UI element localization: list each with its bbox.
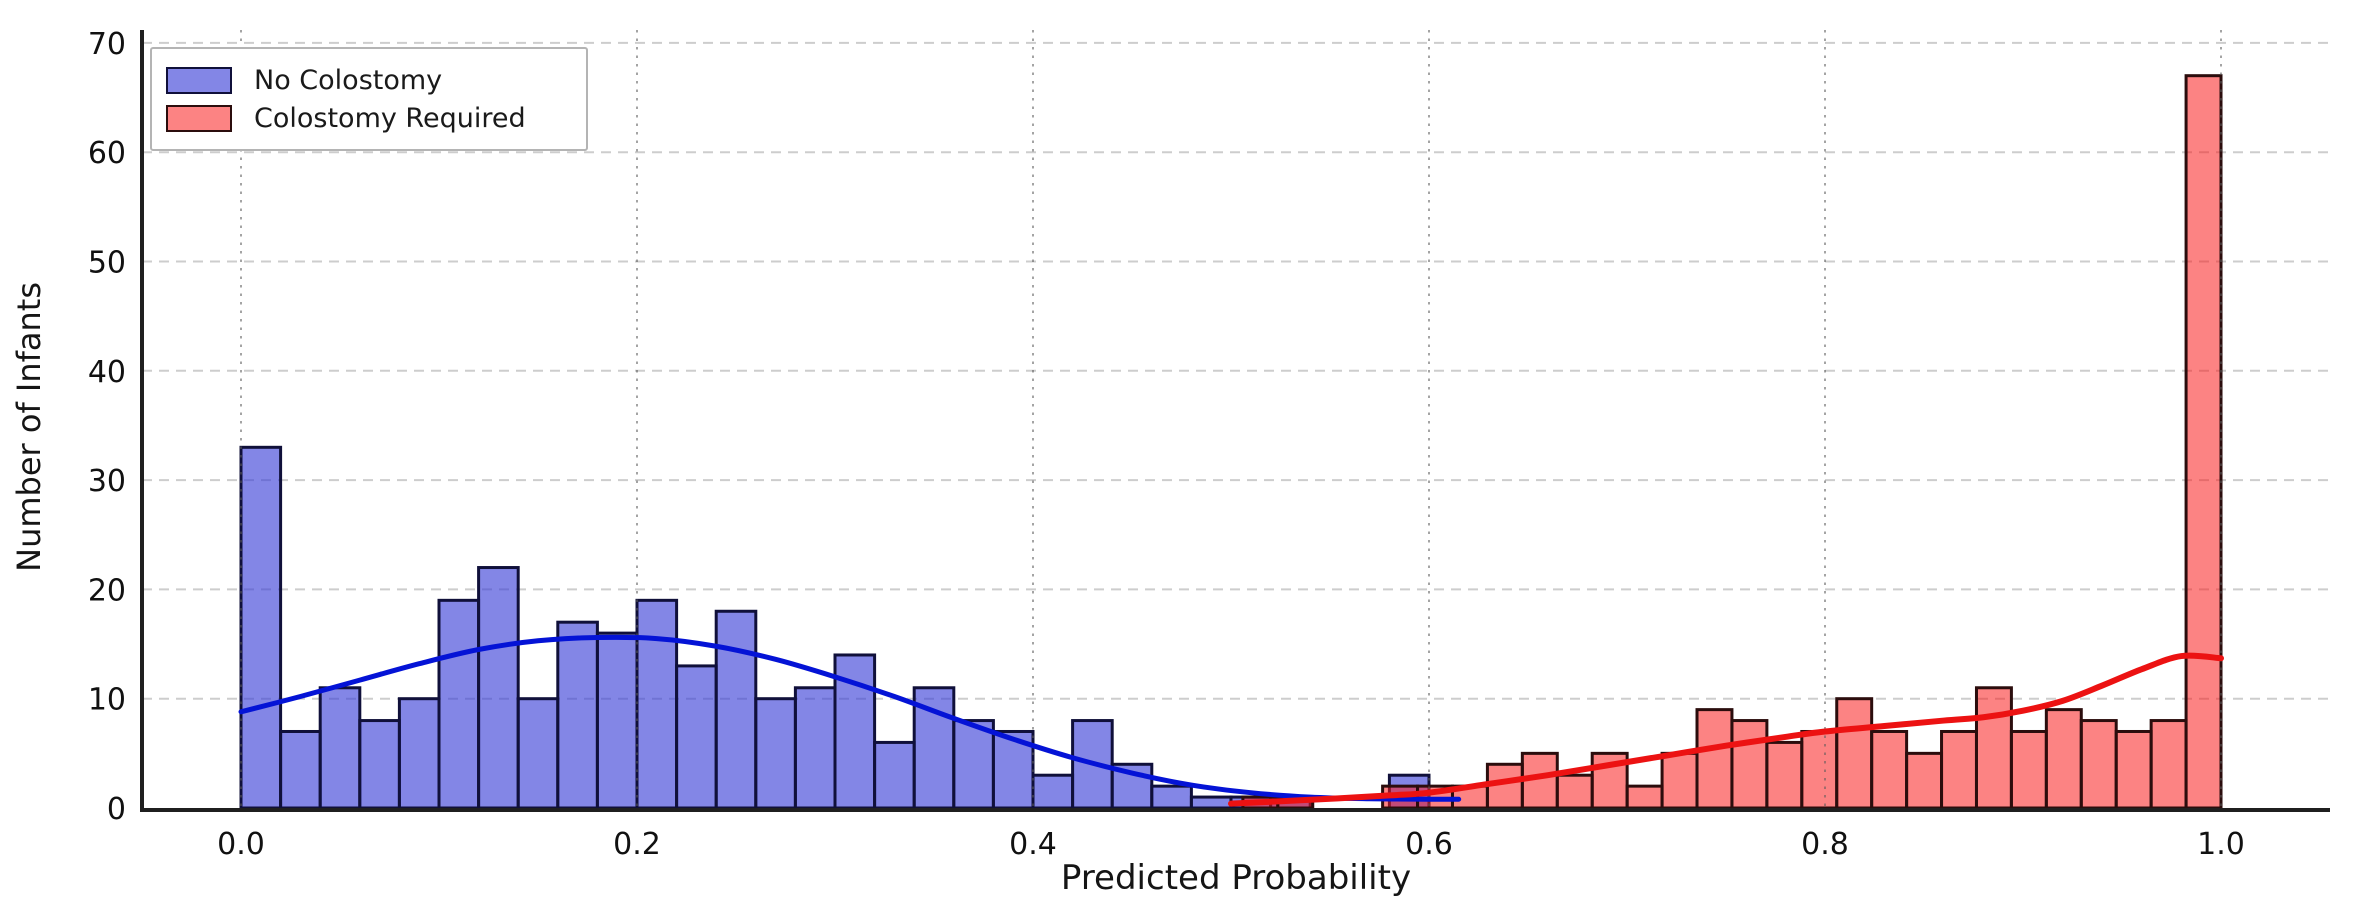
kde-curve-no-colostomy [238, 634, 1462, 802]
no-colostomy-swatch-icon [166, 66, 232, 94]
legend-label: No Colostomy [254, 64, 443, 96]
histogram-bar-colostomy-required [2184, 74, 2223, 810]
histogram-bar-colostomy-required [1940, 729, 1978, 810]
y-tick-label: 50 [88, 246, 126, 281]
histogram-bar-no-colostomy [397, 697, 441, 810]
histogram-bar-no-colostomy [635, 598, 679, 810]
histogram-bar-no-colostomy [477, 566, 520, 810]
y-tick-label: 10 [88, 683, 126, 718]
histogram-bar-no-colostomy [675, 664, 718, 810]
histogram-bar-colostomy-required [1870, 729, 1909, 810]
y-tick-label: 0 [107, 792, 126, 827]
histogram-bar-colostomy-required [1974, 686, 2013, 810]
kde-curve-colostomy-required [1228, 652, 2224, 807]
histogram-bar-colostomy-required [2009, 729, 2048, 810]
histogram-bar-no-colostomy [595, 631, 639, 810]
legend-label: Colostomy Required [254, 102, 526, 134]
histogram-bar-no-colostomy [556, 620, 599, 810]
histogram-bar-no-colostomy [793, 686, 837, 810]
y-tick-label: 70 [88, 27, 126, 62]
y-tick-label: 30 [88, 464, 126, 499]
histogram-bar-no-colostomy [239, 445, 283, 810]
histogram-bar-no-colostomy [1150, 784, 1193, 810]
histogram-bar-no-colostomy [437, 598, 481, 810]
y-tick-label: 20 [88, 573, 126, 608]
histogram-bar-colostomy-required [1730, 719, 1769, 810]
histogram-bar-no-colostomy [714, 609, 758, 810]
x-tick-label: 1.0 [2197, 827, 2245, 862]
histogram-bar-colostomy-required [1800, 729, 1839, 810]
x-tick-label: 0.6 [1405, 827, 1453, 862]
histogram-bar-colostomy-required [1625, 784, 1664, 810]
histogram-bar-colostomy-required [1555, 773, 1594, 810]
histogram-bar-colostomy-required [2114, 729, 2153, 810]
histogram-bar-colostomy-required [1765, 740, 1804, 810]
histogram-bar-no-colostomy [318, 686, 362, 810]
legend-item-no-colostomy: No Colostomy [166, 61, 572, 99]
histogram-bar-colostomy-required [2079, 719, 2118, 810]
histogram-bar-no-colostomy [1031, 773, 1075, 810]
histogram-bar-colostomy-required [1905, 751, 1944, 810]
histogram-bar-no-colostomy [1189, 795, 1233, 810]
histogram-bar-no-colostomy [516, 697, 560, 810]
histogram-bar-no-colostomy [952, 719, 995, 810]
legend: No Colostomy Colostomy Required [150, 47, 588, 151]
histogram-bar-no-colostomy [279, 729, 322, 810]
histogram-bar-no-colostomy [358, 719, 401, 810]
x-tick-label: 0.4 [1009, 827, 1057, 862]
histogram-bar-colostomy-required [1835, 697, 1874, 810]
histogram-bar-no-colostomy [873, 740, 916, 810]
x-tick-label: 0.8 [1801, 827, 1849, 862]
x-tick-label: 0.2 [613, 827, 661, 862]
legend-item-colostomy-required: Colostomy Required [166, 99, 572, 137]
x-axis-label: Predicted Probability [1060, 858, 1412, 898]
histogram-bar-colostomy-required [1660, 751, 1699, 810]
y-tick-label: 60 [88, 136, 126, 171]
histogram-bar-colostomy-required [2044, 708, 2083, 810]
x-tick-label: 0.0 [217, 827, 265, 862]
colostomy-required-swatch-icon [166, 104, 232, 132]
y-tick-label: 40 [88, 355, 126, 390]
histogram-bar-colostomy-required [1695, 708, 1734, 810]
y-axis-label: Number of Infants [10, 282, 48, 572]
histogram-bar-no-colostomy [754, 697, 797, 810]
histogram-bar-colostomy-required [2149, 719, 2188, 810]
